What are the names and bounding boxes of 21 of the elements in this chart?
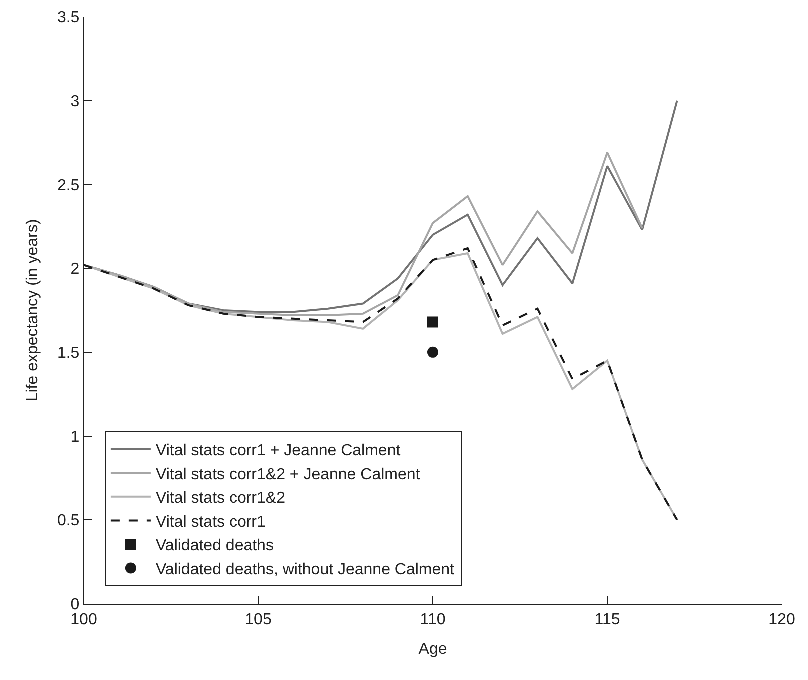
- y-axis-title: Life expectancy (in years): [24, 219, 42, 402]
- y-tick-label: 2: [70, 261, 80, 278]
- y-tick-label: 0: [70, 596, 80, 614]
- x-tick-label: 110: [420, 611, 446, 628]
- x-axis-title: Age: [418, 641, 448, 658]
- legend-label: Vital stats corr1: [156, 514, 266, 531]
- legend-label: Vital stats corr1 + Jeanne Calment: [156, 442, 402, 460]
- legend-label: Vital stats corr1&2 + Jeanne Calment: [156, 466, 421, 484]
- y-tick-label: 1.5: [57, 345, 80, 362]
- legend-label: Vital stats corr1&2: [156, 490, 286, 508]
- y-tick-label: 3.5: [57, 10, 80, 27]
- legend-label: Validated deaths: [156, 538, 274, 555]
- y-tick-label: 0.5: [57, 512, 80, 530]
- y-tick-label: 2.5: [57, 177, 80, 194]
- y-tick-label: 1: [70, 428, 80, 446]
- x-tick-label: 100: [70, 611, 98, 628]
- x-tick-label: 115: [594, 611, 620, 628]
- x-tick-label: 120: [768, 611, 796, 628]
- x-tick-label: 105: [245, 611, 272, 628]
- y-tick-label: 3: [70, 93, 80, 110]
- legend-label: Validated deaths, without Jeanne Calment: [156, 562, 456, 579]
